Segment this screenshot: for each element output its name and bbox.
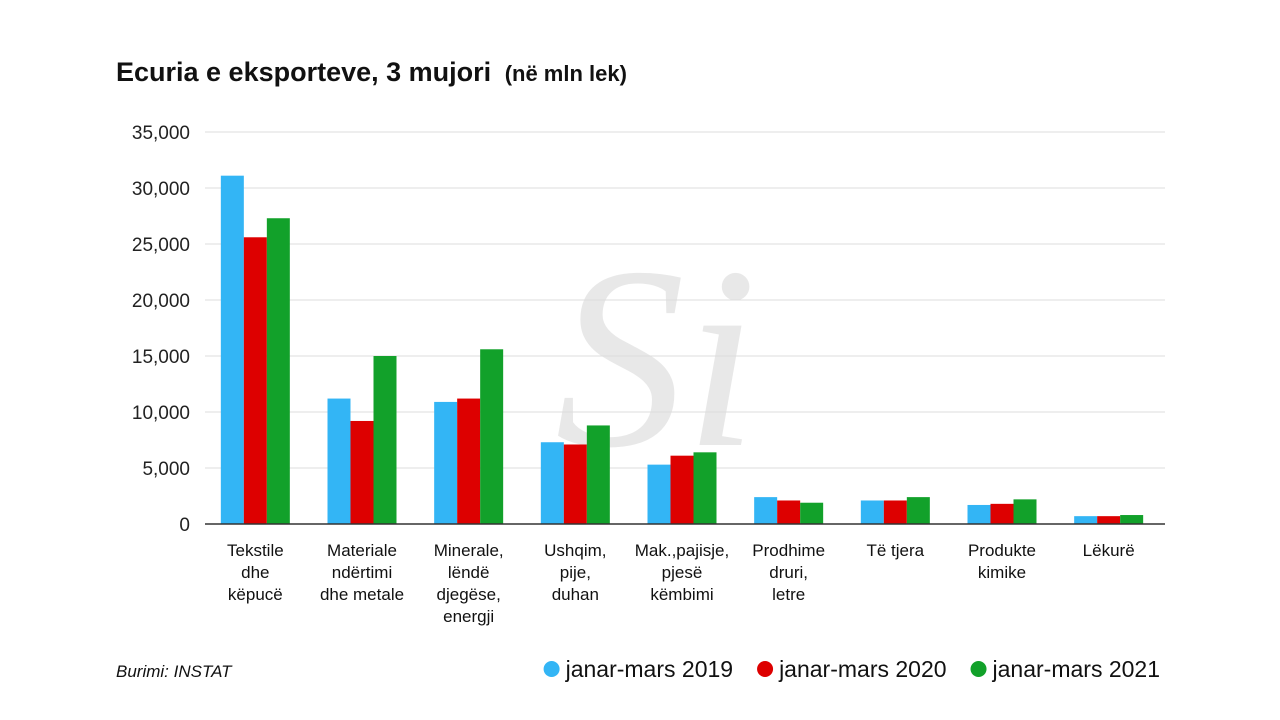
x-tick-label: Mak.,pajisje, pjesë këmbimi — [635, 541, 729, 604]
bar — [754, 497, 778, 524]
bar — [457, 398, 481, 524]
y-tick-label: 5,000 — [142, 459, 190, 480]
y-tick-label: 10,000 — [132, 403, 190, 424]
bar — [860, 500, 884, 524]
legend-label: janar-mars 2020 — [778, 656, 946, 682]
bar — [967, 504, 991, 524]
x-tick-label: Të tjera — [867, 541, 925, 560]
legend-swatch — [757, 661, 774, 677]
chart-title-text: Ecuria e eksporteve, 3 mujori — [116, 57, 491, 87]
bar — [373, 356, 397, 524]
bar — [777, 500, 801, 524]
bar — [540, 442, 564, 524]
y-tick-label: 20,000 — [132, 291, 190, 312]
bar — [693, 452, 717, 524]
bar — [243, 237, 267, 524]
bar — [350, 420, 374, 524]
bar — [1074, 516, 1098, 524]
y-tick-label: 25,000 — [132, 235, 190, 256]
bar — [434, 401, 458, 524]
x-tick-label: Lëkurë — [1083, 541, 1135, 560]
x-tick-label: Tekstile dhe këpucë — [227, 541, 284, 604]
legend-item: janar-mars 2021 — [970, 656, 1160, 682]
y-tick-label: 0 — [179, 515, 190, 536]
legend-swatch — [543, 661, 560, 677]
bar — [563, 444, 587, 524]
bar — [586, 425, 610, 524]
legend-item: janar-mars 2019 — [543, 656, 733, 682]
y-axis-ticks: 0 5,000 10,000 15,000 20,000 25,000 30,000 35,0… — [132, 123, 190, 536]
legend-label: janar-mars 2021 — [992, 656, 1160, 682]
legend-item: janar-mars 2020 — [757, 656, 947, 682]
bar — [883, 500, 907, 524]
bar — [1120, 515, 1144, 524]
bar — [1013, 499, 1037, 524]
source-note: Burimi: INSTAT — [116, 662, 233, 681]
legend-swatch — [970, 661, 987, 677]
bar — [990, 503, 1014, 524]
bar — [1097, 516, 1121, 524]
x-tick-label: Materiale ndërtimi dhe metale — [320, 541, 404, 604]
x-tick-label: Minerale, lëndë djegëse, energji — [434, 541, 504, 626]
x-tick-label: Ushqim, pije, duhan — [544, 541, 606, 604]
y-tick-label: 15,000 — [132, 347, 190, 368]
y-tick-label: 30,000 — [132, 179, 190, 200]
x-tick-label: Prodhime druri, letre — [752, 541, 825, 604]
x-axis-ticks: Tekstile dhe këpucë Materiale ndërtimi dhe me… — [227, 541, 1135, 626]
bar — [220, 175, 244, 524]
bar — [266, 218, 290, 525]
bar — [327, 398, 351, 524]
bar — [670, 455, 694, 524]
y-tick-label: 35,000 — [132, 123, 190, 144]
chart-title: Ecuria e eksporteve, 3 mujori (në mln le… — [116, 57, 627, 87]
bar — [800, 502, 824, 524]
bar — [647, 464, 671, 524]
x-tick-label: Produkte kimike — [968, 541, 1036, 582]
bar — [480, 349, 504, 524]
chart-subtitle: (në mln lek) — [505, 61, 627, 86]
legend: janar-mars 2019 janar-mars 2020 janar-mars… — [543, 656, 1160, 682]
bar — [906, 497, 930, 524]
bars — [220, 175, 1144, 525]
legend-label: janar-mars 2019 — [565, 656, 733, 682]
